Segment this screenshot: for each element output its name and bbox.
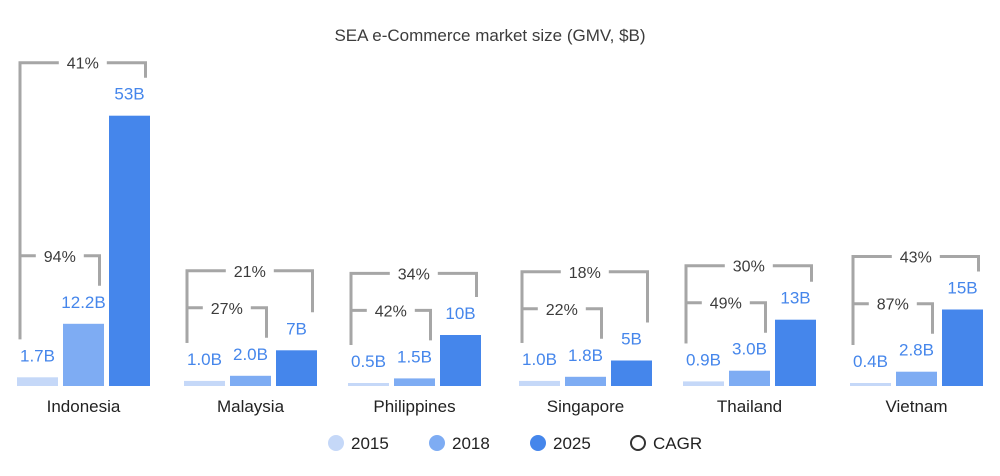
value-label-malaysia-2025: 7B — [286, 319, 307, 338]
cagr-2015-2018-vietnam: 87% — [877, 297, 909, 314]
cagr-2015-2025-indonesia: 41% — [67, 56, 99, 73]
legend-item-2025: 2025 — [530, 434, 591, 453]
legend-label-2018: 2018 — [452, 434, 490, 453]
cagr-2015-2025-singapore: 18% — [569, 265, 601, 282]
value-label-vietnam-2018: 2.8B — [899, 341, 934, 360]
legend-item-2015: 2015 — [328, 434, 389, 453]
bar-singapore-2015 — [519, 380, 560, 386]
value-label-philippines-2015: 0.5B — [351, 352, 386, 371]
bar-thailand-2018 — [729, 370, 770, 386]
legend-marker-2015 — [328, 435, 344, 451]
bar-malaysia-2018 — [230, 375, 271, 386]
cagr-2015-2018-singapore: 22% — [546, 302, 578, 319]
cagr-bracket-2015-2025-singapore — [520, 270, 649, 343]
cagr-2015-2018-malaysia: 27% — [211, 301, 243, 318]
bar-vietnam-2025 — [942, 309, 983, 386]
cagr-2015-2025-philippines: 34% — [398, 266, 430, 283]
bar-malaysia-2025 — [276, 350, 317, 386]
bar-philippines-2025 — [440, 335, 481, 386]
bar-singapore-2025 — [611, 360, 652, 386]
value-label-singapore-2018: 1.8B — [568, 346, 603, 365]
cagr-2015-2025-thailand: 30% — [733, 259, 765, 276]
legend-marker-2018 — [429, 435, 445, 451]
legend-item-2018: 2018 — [429, 434, 490, 453]
category-label-thailand: Thailand — [717, 397, 782, 416]
value-label-malaysia-2015: 1.0B — [187, 350, 222, 369]
legend-marker-cagr — [630, 435, 646, 451]
group-indonesia: 1.7B 12.2B 53B 94% 41% Indonesia — [17, 56, 150, 416]
value-label-malaysia-2018: 2.0B — [233, 345, 268, 364]
category-label-indonesia: Indonesia — [47, 397, 121, 416]
group-thailand: 0.9B 3.0B 13B 49% 30% Thailand — [683, 259, 816, 416]
legend-label-2025: 2025 — [553, 434, 591, 453]
bar-thailand-2025 — [775, 319, 816, 386]
value-label-vietnam-2025: 15B — [947, 279, 977, 298]
category-label-singapore: Singapore — [547, 397, 625, 416]
chart-groups: 1.7B 12.2B 53B 94% 41% Indonesia 1.0B 2.0B 7B 27%… — [17, 56, 983, 416]
value-label-thailand-2018: 3.0B — [732, 340, 767, 359]
value-label-indonesia-2025: 53B — [114, 85, 144, 104]
legend-label-2015: 2015 — [351, 434, 389, 453]
bar-philippines-2015 — [348, 383, 389, 386]
group-singapore: 1.0B 1.8B 5B 22% 18% Singapore — [519, 265, 652, 416]
category-label-malaysia: Malaysia — [217, 397, 285, 416]
bar-malaysia-2015 — [184, 380, 225, 386]
bar-vietnam-2015 — [850, 383, 891, 386]
cagr-2015-2018-indonesia: 94% — [44, 249, 76, 266]
legend-item-cagr: CAGR — [630, 434, 702, 453]
category-label-vietnam: Vietnam — [885, 397, 947, 416]
cagr-bracket-2015-2025-philippines — [349, 271, 478, 345]
category-label-philippines: Philippines — [373, 397, 455, 416]
cagr-bracket-2015-2025-malaysia — [185, 269, 314, 343]
bar-indonesia-2025 — [109, 115, 150, 386]
value-label-singapore-2025: 5B — [621, 330, 642, 349]
legend-label-cagr: CAGR — [653, 434, 702, 453]
value-label-thailand-2015: 0.9B — [686, 350, 721, 369]
bar-philippines-2018 — [394, 378, 435, 386]
cagr-bracket-2015-2025-indonesia — [18, 61, 147, 340]
chart-title: SEA e-Commerce market size (GMV, $B) — [334, 26, 645, 45]
bar-indonesia-2018 — [63, 323, 104, 386]
value-label-indonesia-2015: 1.7B — [20, 346, 55, 365]
value-label-philippines-2025: 10B — [445, 304, 475, 323]
bar-indonesia-2015 — [17, 377, 58, 386]
cagr-2015-2025-vietnam: 43% — [900, 250, 932, 267]
group-malaysia: 1.0B 2.0B 7B 27% 21% Malaysia — [184, 264, 317, 416]
value-label-philippines-2018: 1.5B — [397, 347, 432, 366]
group-vietnam: 0.4B 2.8B 15B 87% 43% Vietnam — [850, 250, 983, 416]
value-label-singapore-2015: 1.0B — [522, 350, 557, 369]
value-label-thailand-2025: 13B — [780, 289, 810, 308]
bar-thailand-2015 — [683, 381, 724, 386]
bar-singapore-2018 — [565, 376, 606, 386]
group-philippines: 0.5B 1.5B 10B 42% 34% Philippines — [348, 266, 481, 416]
legend: 2015 2018 2025 CAGR — [328, 434, 702, 453]
legend-marker-2025 — [530, 435, 546, 451]
value-label-indonesia-2018: 12.2B — [61, 293, 105, 312]
bar-vietnam-2018 — [896, 371, 937, 386]
cagr-bracket-2015-2025-vietnam — [851, 255, 980, 345]
value-label-vietnam-2015: 0.4B — [853, 352, 888, 371]
cagr-2015-2018-philippines: 42% — [375, 303, 407, 320]
cagr-bracket-2015-2025-thailand — [684, 264, 813, 344]
cagr-2015-2018-thailand: 49% — [710, 296, 742, 313]
cagr-2015-2025-malaysia: 21% — [234, 264, 266, 281]
